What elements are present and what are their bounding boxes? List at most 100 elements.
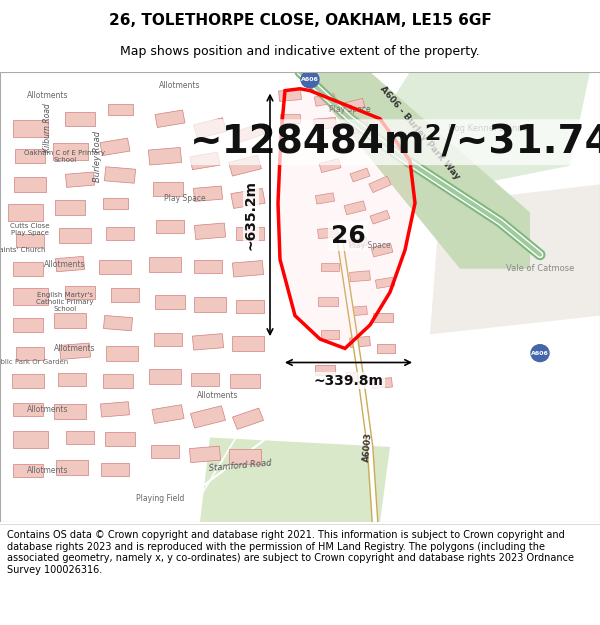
- Polygon shape: [315, 365, 335, 374]
- Polygon shape: [349, 237, 368, 248]
- Polygon shape: [236, 124, 264, 142]
- Text: Play Space: Play Space: [164, 194, 206, 203]
- Polygon shape: [56, 460, 88, 475]
- Polygon shape: [13, 402, 43, 416]
- Text: Allotments: Allotments: [27, 405, 69, 414]
- Polygon shape: [314, 118, 337, 129]
- Polygon shape: [59, 228, 91, 243]
- Polygon shape: [7, 204, 43, 221]
- Polygon shape: [193, 186, 223, 201]
- Polygon shape: [54, 312, 86, 328]
- Text: ~128484m²/~31.749ac.: ~128484m²/~31.749ac.: [190, 123, 600, 161]
- Polygon shape: [230, 374, 260, 388]
- Text: A606: A606: [301, 77, 319, 82]
- Text: A6003: A6003: [362, 432, 374, 462]
- Polygon shape: [66, 431, 94, 444]
- Text: Contains OS data © Crown copyright and database right 2021. This information is : Contains OS data © Crown copyright and d…: [7, 530, 574, 575]
- Polygon shape: [16, 234, 44, 247]
- Polygon shape: [231, 189, 265, 208]
- Text: 26, TOLETHORPE CLOSE, OAKHAM, LE15 6GF: 26, TOLETHORPE CLOSE, OAKHAM, LE15 6GF: [109, 12, 491, 28]
- Polygon shape: [106, 346, 138, 361]
- Text: 26: 26: [331, 224, 365, 248]
- Polygon shape: [229, 155, 262, 176]
- Text: A606 - Burley Park Way: A606 - Burley Park Way: [378, 84, 462, 181]
- Text: Dog Kennel Spinney: Dog Kennel Spinney: [448, 124, 533, 132]
- Polygon shape: [13, 464, 43, 477]
- Polygon shape: [229, 449, 261, 464]
- Polygon shape: [278, 89, 415, 349]
- Polygon shape: [106, 226, 134, 239]
- Polygon shape: [55, 200, 85, 215]
- Polygon shape: [99, 260, 131, 274]
- Polygon shape: [100, 138, 130, 156]
- Text: Vale of Catmose: Vale of Catmose: [506, 264, 574, 273]
- Polygon shape: [151, 445, 179, 458]
- Polygon shape: [236, 226, 264, 239]
- Polygon shape: [13, 262, 43, 276]
- Polygon shape: [232, 336, 264, 351]
- Polygon shape: [349, 306, 367, 316]
- Polygon shape: [345, 98, 365, 111]
- Text: Cutts Close
Play Space: Cutts Close Play Space: [10, 223, 50, 236]
- Polygon shape: [154, 332, 182, 346]
- Polygon shape: [350, 168, 370, 182]
- Polygon shape: [190, 406, 226, 428]
- Circle shape: [531, 345, 549, 361]
- Polygon shape: [232, 408, 263, 429]
- Text: Public Park Or Garden: Public Park Or Garden: [0, 359, 68, 366]
- Polygon shape: [232, 261, 263, 277]
- Text: A606: A606: [531, 351, 549, 356]
- Polygon shape: [59, 343, 91, 359]
- Polygon shape: [194, 223, 226, 239]
- Polygon shape: [321, 262, 339, 271]
- Polygon shape: [318, 297, 338, 306]
- Polygon shape: [148, 148, 182, 165]
- Polygon shape: [13, 318, 43, 332]
- Polygon shape: [300, 72, 530, 269]
- Polygon shape: [380, 72, 590, 194]
- Polygon shape: [377, 344, 395, 352]
- Polygon shape: [317, 228, 338, 239]
- Text: Stamford Road: Stamford Road: [208, 458, 272, 473]
- Polygon shape: [278, 89, 301, 101]
- Polygon shape: [152, 405, 184, 423]
- Polygon shape: [104, 167, 136, 183]
- Polygon shape: [13, 289, 47, 305]
- Polygon shape: [105, 432, 135, 446]
- Polygon shape: [321, 330, 339, 339]
- Text: Allotments: Allotments: [159, 81, 201, 91]
- Polygon shape: [54, 404, 86, 419]
- Text: ~635.2m: ~635.2m: [244, 180, 258, 250]
- Polygon shape: [155, 294, 185, 309]
- Polygon shape: [194, 260, 222, 274]
- Polygon shape: [12, 374, 44, 388]
- Polygon shape: [316, 193, 335, 204]
- Polygon shape: [371, 378, 392, 389]
- Polygon shape: [15, 149, 45, 163]
- Polygon shape: [350, 336, 370, 348]
- Text: Allotments: Allotments: [44, 259, 86, 269]
- Polygon shape: [65, 286, 95, 299]
- Text: Play Space: Play Space: [349, 241, 391, 250]
- Polygon shape: [13, 120, 47, 136]
- Polygon shape: [200, 438, 390, 522]
- Text: Play Space: Play Space: [329, 105, 371, 114]
- Polygon shape: [14, 177, 46, 192]
- Polygon shape: [155, 110, 185, 128]
- Text: English Martyr's
Catholic Primary
School: English Martyr's Catholic Primary School: [36, 291, 94, 311]
- Polygon shape: [16, 346, 44, 359]
- Polygon shape: [194, 297, 226, 312]
- Polygon shape: [190, 152, 220, 169]
- Text: Kilburn Road: Kilburn Road: [44, 104, 53, 152]
- Polygon shape: [373, 312, 393, 322]
- Text: Oakham C of E Primary
School: Oakham C of E Primary School: [25, 150, 106, 162]
- Text: Allotments: Allotments: [54, 344, 96, 353]
- Polygon shape: [430, 184, 600, 334]
- Polygon shape: [55, 256, 85, 272]
- Polygon shape: [65, 112, 95, 126]
- Polygon shape: [319, 159, 341, 172]
- Polygon shape: [13, 431, 47, 447]
- Text: All Saints' Church: All Saints' Church: [0, 247, 46, 253]
- Polygon shape: [344, 201, 366, 215]
- Polygon shape: [193, 334, 224, 350]
